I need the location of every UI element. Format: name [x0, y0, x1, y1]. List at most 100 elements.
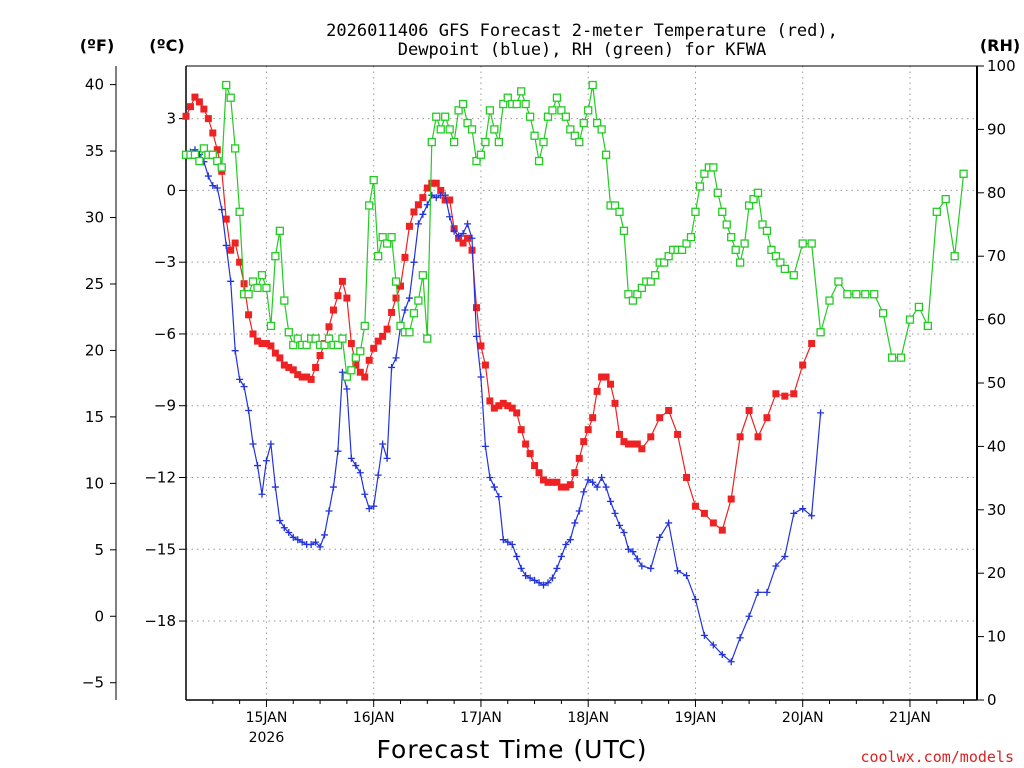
rh-tick-label: 20: [987, 564, 1006, 582]
rh-point: [441, 112, 450, 121]
rh-point: [923, 321, 932, 331]
temp-point: [446, 196, 454, 204]
temp-point: [182, 112, 190, 120]
rh-point: [494, 137, 503, 147]
temp-point: [303, 373, 311, 381]
temp-point: [544, 478, 552, 486]
dewpoint-point: [683, 572, 691, 580]
dewpoint-point: [571, 519, 579, 527]
dewpoint-point: [526, 574, 534, 582]
rh-point: [195, 156, 204, 166]
dewpoint-point: [343, 385, 351, 393]
rh-point: [423, 334, 432, 343]
temp-point: [736, 433, 744, 441]
source-credit: coolwx.com/models: [860, 748, 1014, 766]
rh-point: [798, 239, 807, 248]
rh-point: [525, 112, 535, 121]
dewpoint-point: [289, 533, 297, 541]
rh-point: [887, 353, 897, 362]
rh-point: [333, 340, 343, 350]
rh-point: [816, 328, 825, 337]
dewpoint-point: [227, 277, 235, 285]
dewpoint-point: [602, 483, 610, 491]
temp-point: [213, 146, 221, 154]
dewpoint-point: [325, 507, 333, 515]
temp-point: [370, 344, 378, 352]
temp-point: [571, 469, 579, 477]
dewpoint-point: [624, 545, 632, 553]
temp-point: [374, 337, 382, 345]
rh-point: [905, 315, 915, 324]
dewpoint-point: [423, 201, 431, 209]
dewpoint-point: [633, 555, 641, 563]
rh-point: [776, 258, 785, 267]
dewpoint-point: [763, 588, 771, 596]
fahrenheit-tick-label: 0: [94, 607, 104, 625]
dewpoint-point: [562, 540, 570, 548]
rh-point: [463, 118, 472, 128]
temp-point: [548, 478, 556, 486]
rh-point: [749, 194, 758, 204]
rh-point: [619, 226, 629, 235]
temp-point: [504, 402, 512, 410]
temp-point: [535, 469, 543, 477]
temp-point: [566, 481, 574, 489]
temp-point: [553, 478, 561, 486]
temp-point: [379, 332, 387, 340]
temp-point: [691, 502, 699, 510]
dewpoint-point: [388, 363, 396, 371]
dewpoint-point: [361, 490, 369, 498]
rh-point: [534, 156, 544, 166]
rh-point: [709, 163, 718, 172]
rh-point: [615, 207, 624, 216]
rh-point: [490, 125, 499, 134]
temp-point: [589, 414, 597, 422]
rh-point: [499, 99, 508, 109]
rh-point: [454, 106, 463, 115]
temp-point: [718, 526, 726, 534]
dewpoint-point: [607, 497, 615, 505]
rh-point: [539, 137, 548, 147]
dewpoint-point: [745, 612, 753, 620]
rh-tick-label: 0: [987, 691, 997, 709]
rh-point: [360, 321, 369, 331]
dewpoint-point: [392, 354, 400, 362]
dewpoint-point: [615, 521, 623, 529]
rh-point: [914, 302, 924, 312]
temp-point: [575, 454, 583, 462]
dewpoint-point: [294, 536, 302, 544]
temp-point: [401, 253, 409, 261]
temp-point: [611, 399, 619, 407]
temp-point: [562, 483, 570, 491]
rh-point: [369, 175, 378, 185]
dewpoint-point: [365, 505, 373, 513]
dewpoint-point: [258, 490, 266, 498]
rh-point: [677, 245, 687, 255]
rh-point: [293, 334, 302, 343]
dewpoint-point: [276, 517, 284, 525]
dewpoint-point: [209, 182, 217, 190]
dewpoint-point: [620, 529, 628, 537]
rh-point: [472, 156, 481, 166]
dewpoint-point: [464, 220, 472, 228]
rh-point: [382, 239, 392, 248]
temp-point: [477, 342, 485, 350]
temp-point: [557, 483, 565, 491]
rh-tick-label: 60: [987, 311, 1006, 329]
dewpoint-point: [490, 483, 498, 491]
rh-point: [481, 137, 490, 147]
dewpoint-point: [307, 540, 315, 548]
temp-point: [209, 129, 217, 137]
rh-point: [584, 106, 593, 115]
temp-point: [513, 409, 521, 417]
rh-point: [592, 118, 602, 128]
rh-tick-label: 90: [987, 120, 1006, 138]
temp-point: [709, 519, 717, 527]
rh-point: [347, 366, 356, 375]
fahrenheit-tick-label: 40: [85, 76, 104, 94]
rh-point: [852, 290, 861, 299]
rh-point: [387, 233, 396, 242]
rh-point: [530, 131, 539, 140]
temp-point: [254, 337, 262, 345]
temp-point: [490, 404, 498, 412]
